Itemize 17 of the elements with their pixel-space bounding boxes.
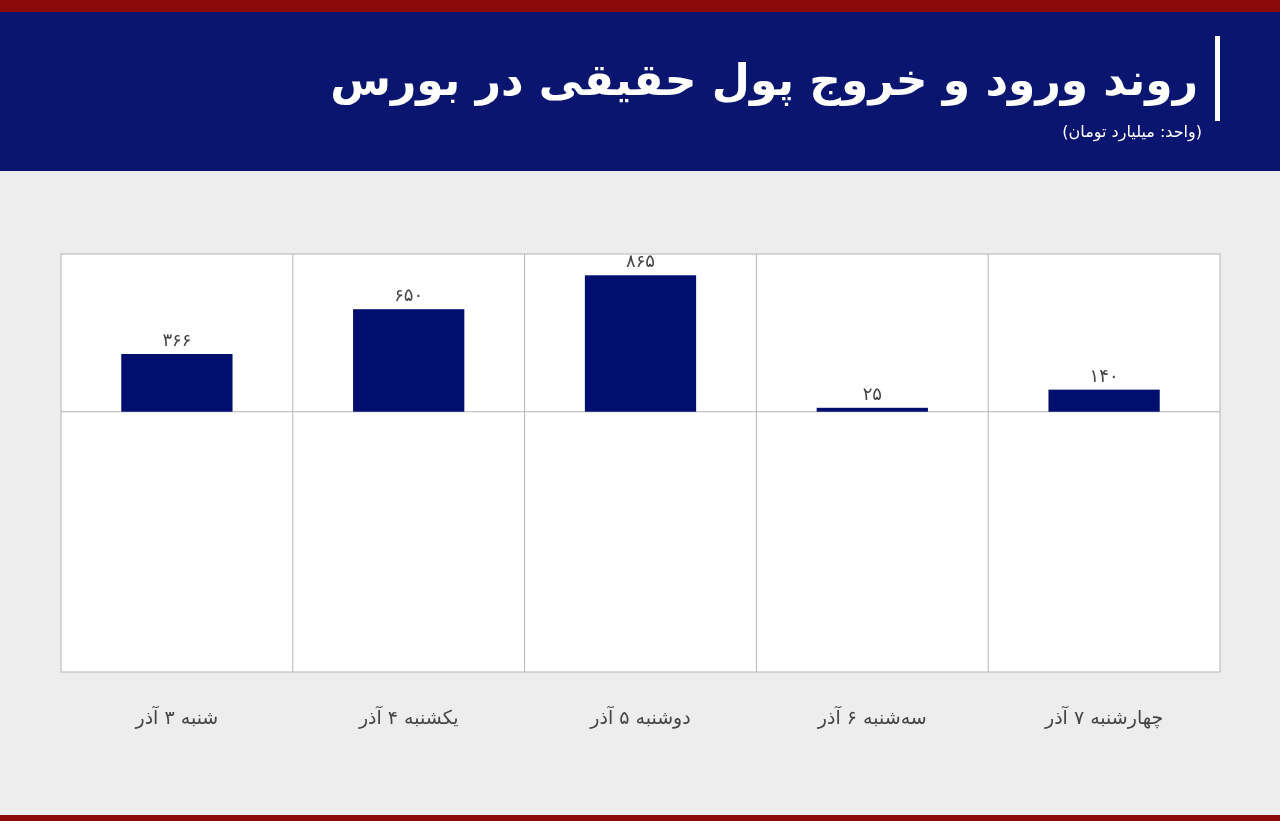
data-label: ۶۵۰ bbox=[394, 284, 424, 306]
x-tick-label: سه‌شنبه ۶ آذر bbox=[816, 705, 927, 729]
chart-title: روند ورود و خروج پول حقیقی در بورس bbox=[330, 54, 1198, 106]
bar bbox=[353, 309, 465, 412]
x-tick-label: دوشنبه ۵ آذر bbox=[589, 705, 691, 729]
x-tick-label: شنبه ۳ آذر bbox=[134, 705, 219, 729]
data-label: ۲۵ bbox=[862, 382, 882, 404]
bar bbox=[816, 407, 928, 412]
bar bbox=[1048, 389, 1160, 412]
chart-subtitle: (واحد: میلیارد تومان) bbox=[1062, 122, 1202, 142]
x-tick-label: یکشنبه ۴ آذر bbox=[357, 705, 459, 729]
bar bbox=[121, 354, 233, 412]
data-label: ۸۶۵ bbox=[625, 250, 656, 272]
data-label: ۱۴۰ bbox=[1089, 364, 1119, 386]
x-tick-label: چهارشنبه ۷ آذر bbox=[1043, 705, 1164, 729]
data-label: ۳۶۶ bbox=[162, 329, 192, 350]
bar bbox=[584, 275, 697, 412]
